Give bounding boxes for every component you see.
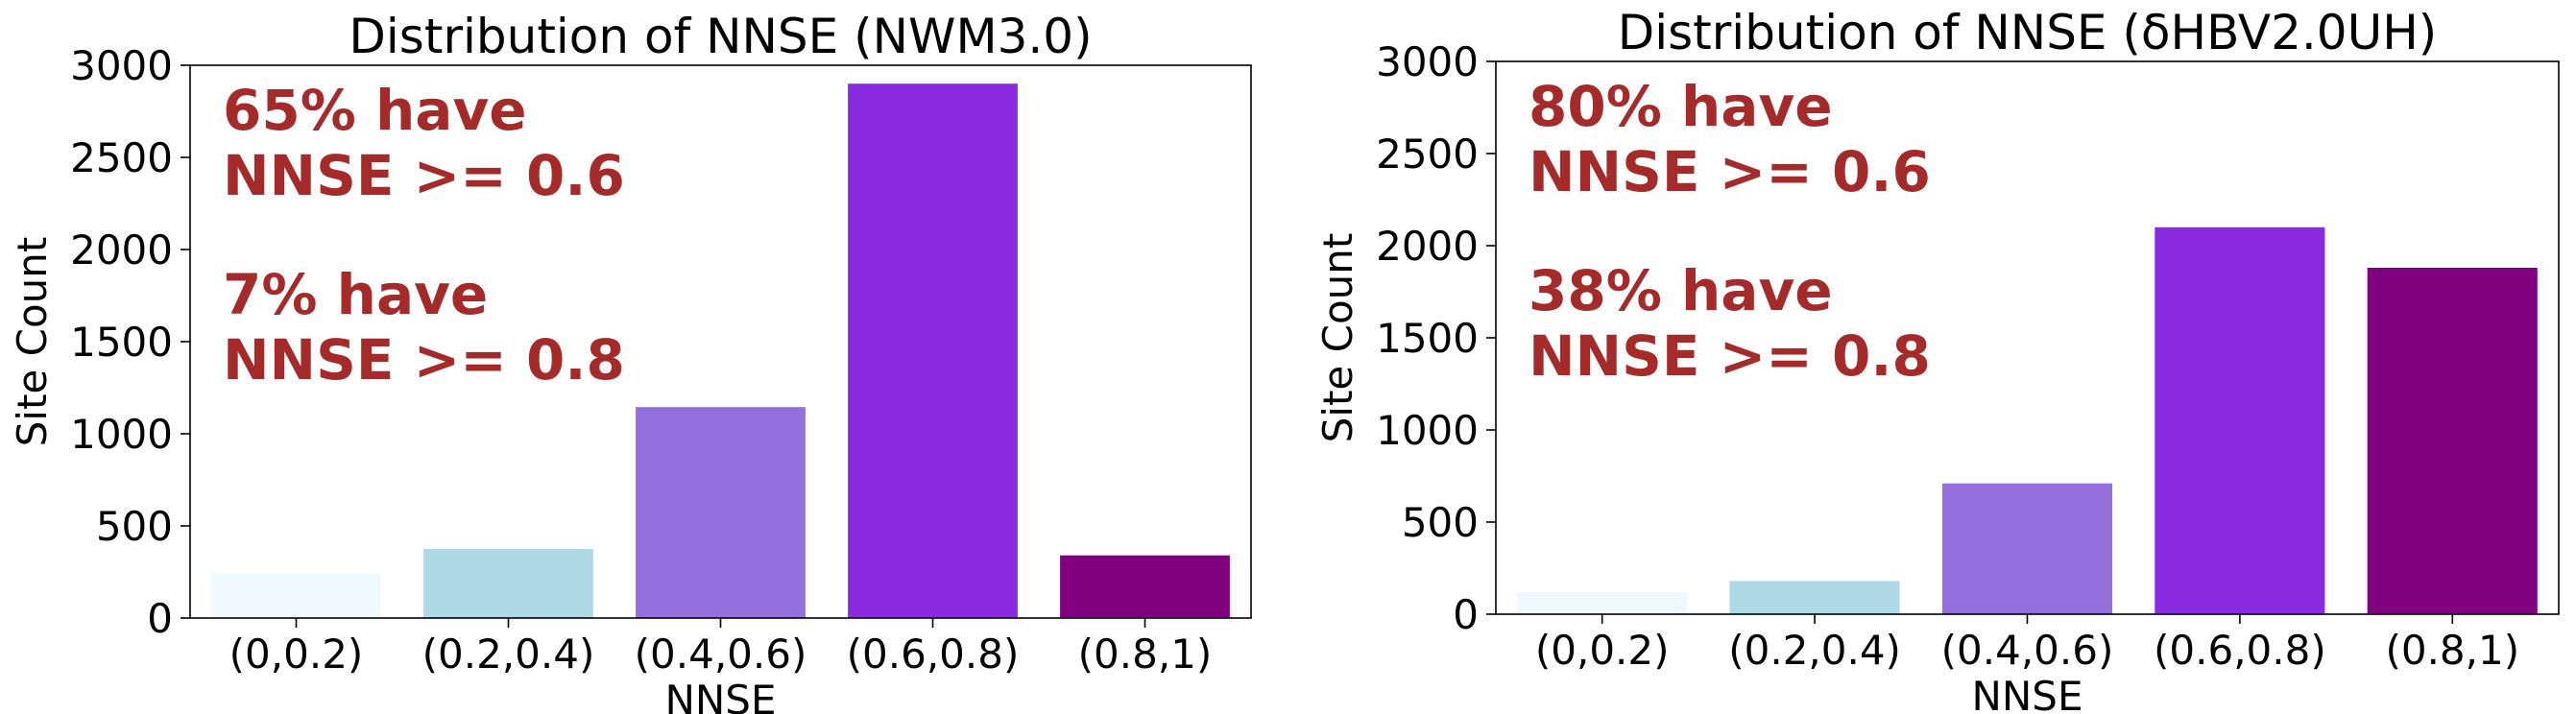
x-tick-label: (0.4,0.6): [635, 631, 807, 678]
x-tick-label: (0.6,0.8): [2154, 627, 2326, 674]
bar-5: [2367, 268, 2538, 614]
y-tick-label: 3000: [70, 42, 173, 89]
bar-3: [636, 407, 806, 618]
annotation-2-line-1: 38% have: [1529, 258, 1833, 323]
y-axis-label: Site Count: [9, 237, 56, 447]
bar-1: [1517, 592, 1688, 614]
bar-2: [1729, 581, 1900, 614]
y-tick-label: 1500: [70, 319, 173, 366]
x-tick-label: (0.4,0.6): [1941, 627, 2114, 674]
y-tick-label: 1000: [1376, 407, 1479, 454]
chart-title: Distribution of NNSE (δHBV2.0UH): [1618, 5, 2438, 60]
y-tick-label: 0: [147, 595, 173, 642]
bar-3: [1941, 483, 2112, 614]
y-tick-label: 2000: [70, 226, 173, 274]
x-tick-label: (0.2,0.4): [422, 631, 595, 678]
annotation-2-line-2: NNSE >= 0.8: [1529, 323, 1931, 389]
y-tick-label: 500: [1402, 499, 1479, 546]
annotation-1-line-2: NNSE >= 0.6: [223, 143, 625, 208]
x-tick-label: (0,0.2): [1535, 627, 1670, 674]
bar-5: [1060, 555, 1230, 618]
x-tick-label: (0.2,0.4): [1728, 627, 1901, 674]
x-axis-label: NNSE: [1971, 673, 2082, 714]
annotation-1-line-1: 80% have: [1529, 74, 1833, 139]
x-tick-label: (0,0.2): [229, 631, 364, 678]
annotation-2-line-1: 7% have: [223, 262, 488, 327]
bar-4: [848, 83, 1018, 618]
bar-2: [423, 549, 593, 618]
y-tick-label: 1500: [1376, 315, 1479, 362]
y-tick-label: 2500: [1376, 131, 1479, 178]
y-tick-label: 1000: [70, 411, 173, 458]
y-axis-label: Site Count: [1314, 233, 1361, 443]
bar-1: [211, 573, 381, 618]
y-tick-label: 3000: [1376, 38, 1479, 85]
x-tick-label: (0.8,1): [1078, 631, 1213, 678]
annotation-2-line-2: NNSE >= 0.8: [223, 327, 625, 393]
y-tick-label: 2500: [70, 134, 173, 181]
x-axis-label: NNSE: [664, 677, 776, 714]
chart-panel-2: 0 500 1000 1500 2000 2500 3000 (0,0.2) (0.2,0.4)…: [1314, 5, 2560, 714]
y-tick-label: 0: [1453, 591, 1479, 638]
x-tick-label: (0.6,0.8): [847, 631, 1020, 678]
chart-title: Distribution of NNSE (NWM3.0): [349, 9, 1092, 64]
x-tick-label: (0.8,1): [2385, 627, 2519, 674]
y-tick-label: 500: [96, 503, 173, 550]
annotation-1-line-1: 65% have: [223, 78, 527, 143]
chart-panel-1: 0 500 1000 1500 2000 2500 3000 (0,0.2) (0.2,0.4)…: [9, 9, 1252, 714]
bar-4: [2155, 226, 2325, 615]
y-tick-label: 2000: [1376, 223, 1479, 270]
annotation-1-line-2: NNSE >= 0.6: [1529, 139, 1931, 204]
